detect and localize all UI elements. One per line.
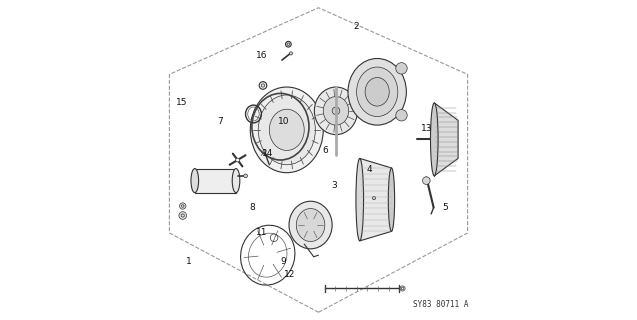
Ellipse shape — [191, 169, 199, 193]
Ellipse shape — [250, 87, 323, 173]
Text: 3: 3 — [331, 181, 337, 190]
Text: 14: 14 — [262, 149, 273, 158]
Ellipse shape — [357, 67, 397, 116]
Circle shape — [180, 203, 186, 209]
Ellipse shape — [323, 97, 348, 125]
Ellipse shape — [315, 87, 357, 135]
Polygon shape — [360, 158, 392, 241]
Ellipse shape — [396, 63, 407, 74]
Text: 9: 9 — [281, 257, 287, 266]
Ellipse shape — [289, 201, 332, 249]
Circle shape — [263, 149, 266, 153]
Ellipse shape — [296, 209, 325, 242]
Circle shape — [285, 41, 291, 47]
Circle shape — [243, 174, 247, 178]
Polygon shape — [195, 169, 236, 193]
Ellipse shape — [365, 77, 389, 106]
Text: 1: 1 — [185, 257, 191, 266]
Text: 5: 5 — [443, 203, 448, 212]
Ellipse shape — [269, 109, 304, 150]
Ellipse shape — [258, 95, 315, 165]
Ellipse shape — [348, 59, 406, 125]
Text: SY83 80711 A: SY83 80711 A — [413, 300, 468, 309]
Circle shape — [289, 52, 292, 55]
Circle shape — [259, 82, 267, 89]
Circle shape — [236, 158, 240, 162]
Circle shape — [373, 196, 376, 200]
Circle shape — [422, 177, 430, 184]
Ellipse shape — [431, 103, 438, 176]
Text: 4: 4 — [366, 165, 372, 174]
Text: 11: 11 — [255, 228, 267, 237]
Ellipse shape — [233, 169, 240, 193]
Text: 15: 15 — [176, 99, 188, 108]
Text: 6: 6 — [322, 146, 327, 155]
Text: 7: 7 — [217, 117, 223, 126]
Polygon shape — [434, 103, 458, 176]
Text: 13: 13 — [420, 124, 432, 133]
Circle shape — [179, 212, 187, 219]
Ellipse shape — [356, 158, 364, 241]
Text: 16: 16 — [255, 51, 267, 60]
Text: 8: 8 — [249, 203, 255, 212]
Text: 2: 2 — [354, 22, 359, 31]
Circle shape — [332, 107, 340, 115]
Text: 10: 10 — [278, 117, 289, 126]
Ellipse shape — [396, 109, 407, 121]
Text: 12: 12 — [284, 270, 296, 279]
Ellipse shape — [389, 168, 395, 231]
